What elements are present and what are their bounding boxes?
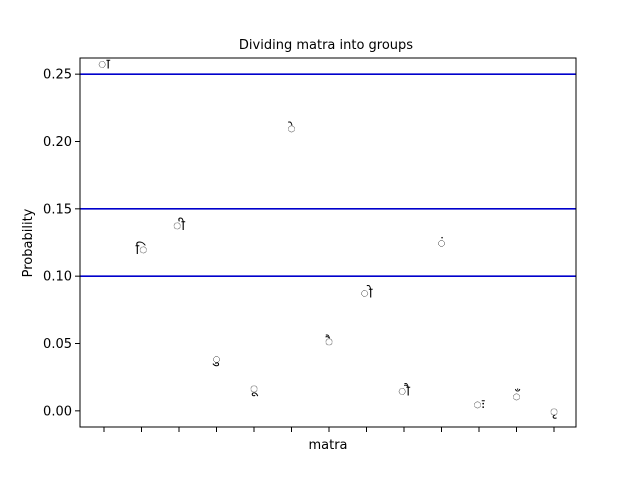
- plot-frame: [79, 57, 577, 428]
- data-point: ो: [361, 284, 373, 301]
- data-point: ँ: [512, 388, 520, 405]
- y-axis: 0.00 0.05 0.10 0.15 0.20 0.25: [43, 68, 80, 419]
- y-tick-label: 0.25: [43, 68, 72, 83]
- data-point: ृ: [550, 404, 558, 420]
- data-point: ा: [98, 56, 110, 72]
- y-tick-label: 0.15: [43, 202, 72, 217]
- data-point: ू: [250, 381, 259, 397]
- y-tick-label: 0.20: [43, 135, 72, 150]
- y-tick-label: 0.05: [43, 337, 72, 352]
- data-point: ु: [212, 351, 221, 367]
- x-axis: [103, 427, 555, 432]
- data-point: ै: [325, 334, 333, 350]
- data-point: ः: [473, 397, 485, 413]
- y-tick-label: 0.00: [43, 404, 72, 419]
- data-point: ि: [136, 241, 148, 258]
- data-points: ािीुूेैोौंःँृ: [98, 56, 558, 419]
- data-point: ी: [173, 217, 185, 234]
- data-point: े: [287, 121, 295, 137]
- data-point: ौ: [398, 383, 410, 400]
- chart-title: Dividing matra into groups: [239, 38, 413, 53]
- x-axis-label: matra: [308, 438, 347, 453]
- reference-lines: [80, 73, 576, 277]
- data-point: ं: [437, 236, 445, 252]
- y-axis-label: Probability: [21, 208, 36, 277]
- y-tick-label: 0.10: [43, 270, 72, 285]
